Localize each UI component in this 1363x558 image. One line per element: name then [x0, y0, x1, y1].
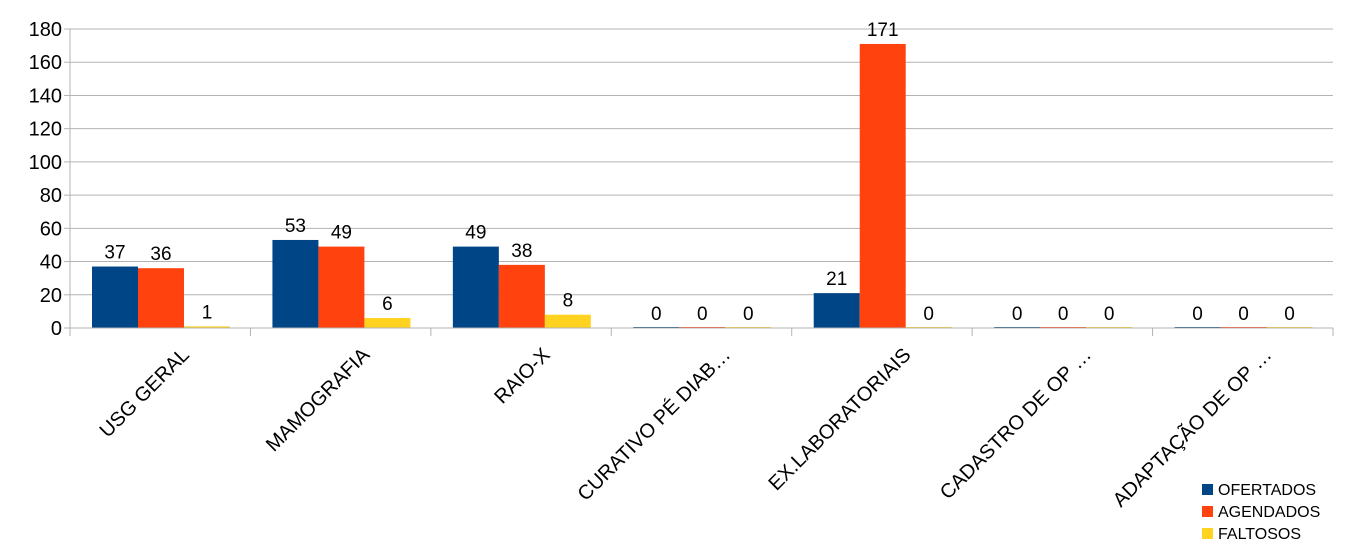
- y-tick-label: 140: [29, 85, 62, 107]
- data-label: 37: [104, 243, 125, 264]
- category-label: USG GERAL: [96, 344, 194, 442]
- y-axis-ticks: 0 20 40 60 80 100 120 140 160 180: [29, 19, 70, 340]
- data-label: 53: [285, 216, 306, 237]
- legend-swatch-agendados: [1202, 506, 1213, 517]
- data-label: 8: [563, 291, 574, 312]
- category-label: RAIO-X: [490, 344, 554, 408]
- category-label: CADASTRO DE OP …: [936, 344, 1096, 504]
- bar-agendados-2: [318, 246, 365, 328]
- bar-faltosos-2: [364, 318, 411, 328]
- y-tick-label: 180: [29, 19, 62, 41]
- data-label: 0: [1104, 304, 1115, 325]
- data-label: 49: [331, 223, 352, 244]
- category-label: EX.LABORATORIAIS: [764, 344, 915, 495]
- category-label: CURATIVO PÉ DIAB…: [573, 343, 735, 505]
- bar-ofertados-1: [92, 266, 138, 328]
- data-label: 0: [1058, 304, 1069, 325]
- axes: [69, 29, 1334, 336]
- bar-ofertados-5: [813, 293, 860, 328]
- y-tick-label: 80: [40, 185, 62, 207]
- y-tick-label: 40: [40, 252, 62, 274]
- data-label: 0: [1238, 304, 1249, 325]
- data-label: 171: [867, 20, 899, 41]
- bar-ofertados-2: [272, 239, 319, 328]
- data-label: 49: [465, 223, 486, 244]
- category-label: MAMOGRAFIA: [262, 344, 375, 457]
- y-tick-label: 20: [40, 285, 62, 307]
- data-label: 38: [511, 241, 532, 262]
- data-label: 0: [1284, 304, 1295, 325]
- legend-label-faltosos: FALTOSOS: [1218, 526, 1301, 543]
- bar-agendados-1: [138, 268, 184, 328]
- bar-faltosos-3: [544, 314, 591, 328]
- bar-ofertados-3: [452, 246, 499, 328]
- data-label: 0: [1012, 304, 1023, 325]
- y-tick-label: 60: [40, 218, 62, 240]
- bar-faltosos-1: [184, 326, 230, 328]
- legend-label-ofertados: OFERTADOS: [1218, 482, 1316, 499]
- data-label: 21: [826, 269, 847, 290]
- grid-lines: [70, 28, 1333, 329]
- x-axis-categories: USG GERAL MAMOGRAFIA RAIO-X CURATIVO PÉ DIA…: [96, 343, 1277, 512]
- data-label: 0: [923, 304, 934, 325]
- bars: [92, 43, 1313, 328]
- data-label: 6: [382, 294, 393, 315]
- legend: OFERTADOS AGENDADOS FALTOSOS: [1202, 482, 1320, 543]
- data-label: 0: [651, 304, 662, 325]
- legend-swatch-ofertados: [1202, 484, 1213, 495]
- data-label: 0: [743, 304, 754, 325]
- data-label: 0: [697, 304, 708, 325]
- data-label: 0: [1192, 304, 1203, 325]
- data-label: 1: [202, 302, 213, 323]
- y-tick-label: 0: [51, 318, 62, 340]
- y-tick-label: 100: [29, 152, 62, 174]
- data-label: 36: [150, 244, 171, 265]
- y-tick-label: 160: [29, 52, 62, 74]
- bar-agendados-5: [859, 43, 906, 328]
- bar-agendados-3: [498, 264, 545, 328]
- legend-swatch-faltosos: [1202, 528, 1213, 539]
- legend-label-agendados: AGENDADOS: [1218, 504, 1320, 521]
- y-tick-label: 120: [29, 119, 62, 141]
